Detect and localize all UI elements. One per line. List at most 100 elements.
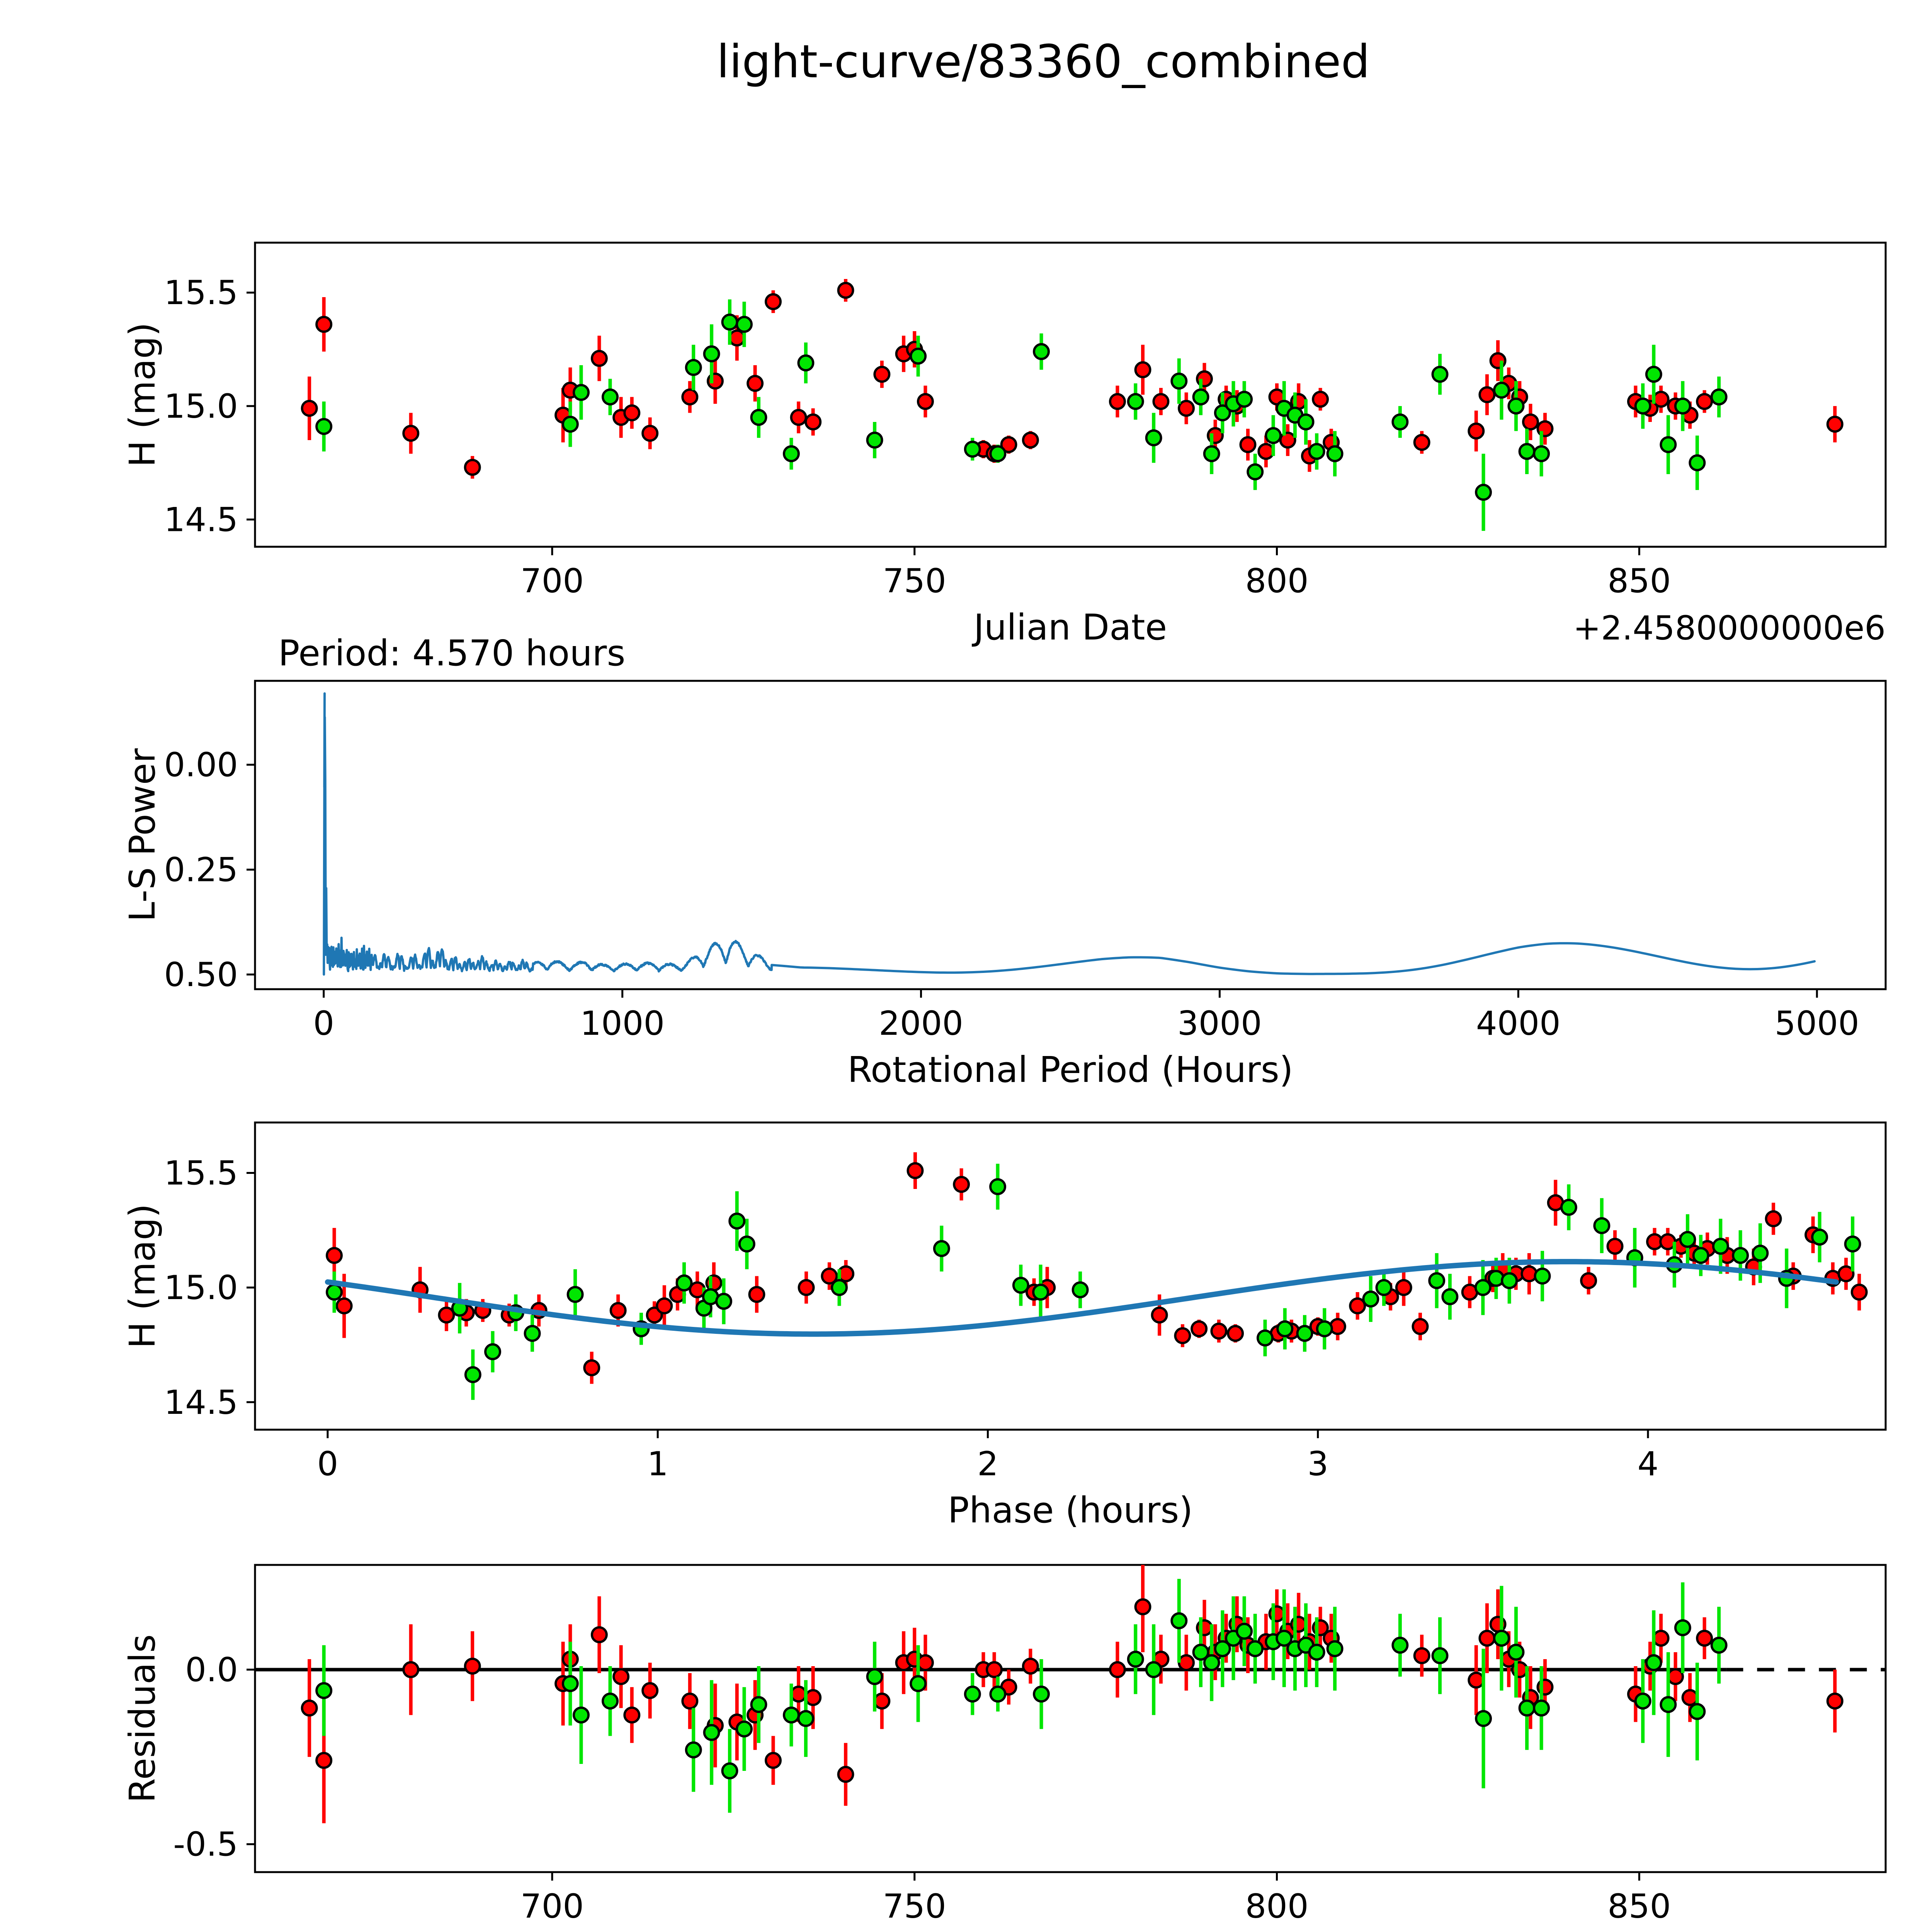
data-point xyxy=(837,282,854,299)
data-point xyxy=(1674,397,1691,415)
x-tick-label: 2000 xyxy=(879,1004,963,1043)
data-point xyxy=(738,1235,755,1253)
y-tick-label: 0.50 xyxy=(164,956,238,994)
data-point xyxy=(1151,1306,1168,1324)
x-tick-label: 0 xyxy=(317,1445,338,1483)
y-axis-label: H (mag) xyxy=(122,322,163,467)
data-point xyxy=(1032,1284,1049,1301)
data-point xyxy=(1441,1288,1459,1305)
data-point xyxy=(1468,1672,1485,1689)
data-point xyxy=(1192,388,1209,406)
data-point xyxy=(1692,1247,1709,1264)
data-point xyxy=(1493,1629,1510,1647)
data-point xyxy=(1826,415,1844,433)
x-tick-label: 750 xyxy=(883,1887,946,1926)
panel-lightcurve: 700 750 800 850 15.5 15.0 14.5 Julian Date H (ma… xyxy=(122,242,1887,648)
data-point xyxy=(933,1240,950,1257)
data-point xyxy=(1667,1668,1684,1685)
data-point xyxy=(1022,431,1039,449)
data-point xyxy=(1652,1629,1670,1647)
data-point xyxy=(609,1302,627,1319)
data-point xyxy=(750,1696,767,1713)
y-tick-label: 15.5 xyxy=(164,274,238,312)
data-point xyxy=(1413,434,1430,451)
data-point xyxy=(821,1267,838,1285)
data-point xyxy=(326,1284,343,1301)
data-point xyxy=(765,1752,782,1769)
data-point xyxy=(837,1766,854,1783)
x-tick-label: 800 xyxy=(1245,1887,1308,1926)
data-point xyxy=(790,409,807,426)
data-point xyxy=(1145,1661,1162,1679)
data-point xyxy=(917,1654,934,1671)
data-point xyxy=(1127,1650,1144,1668)
x-tick-label: 850 xyxy=(1607,562,1671,600)
y-tick-label: 0.0 xyxy=(185,1651,238,1689)
data-point xyxy=(561,415,579,433)
data-point xyxy=(464,1657,481,1675)
y-tick-label: 15.0 xyxy=(164,1269,238,1307)
periodogram-line xyxy=(323,692,1816,976)
data-point xyxy=(623,1706,641,1724)
data-point xyxy=(989,1685,1007,1703)
plot-frame xyxy=(254,1121,1887,1431)
data-point xyxy=(590,1626,608,1643)
data-point xyxy=(1560,1199,1577,1216)
data-point xyxy=(728,1213,746,1230)
data-point xyxy=(1674,1619,1691,1636)
data-point xyxy=(484,1343,502,1361)
data-point xyxy=(1000,436,1017,453)
y-tick-label: 0.25 xyxy=(164,851,238,889)
data-point xyxy=(1533,445,1550,463)
data-point xyxy=(1844,1235,1861,1253)
data-point xyxy=(1634,1692,1651,1710)
data-point xyxy=(1174,1327,1191,1344)
data-point xyxy=(1752,1245,1769,1262)
data-point xyxy=(1134,361,1151,378)
data-point xyxy=(782,1706,800,1724)
data-point xyxy=(1534,1267,1551,1285)
y-tick-label: 0.00 xyxy=(164,746,238,784)
data-point xyxy=(1765,1210,1782,1228)
x-tick-label: 4 xyxy=(1638,1445,1659,1483)
data-point xyxy=(685,1741,702,1759)
x-tick-label: 2 xyxy=(977,1445,998,1483)
data-point xyxy=(728,329,746,347)
data-point xyxy=(797,354,815,372)
data-point xyxy=(798,1279,815,1296)
data-point xyxy=(1391,1636,1409,1654)
data-point xyxy=(1276,1629,1293,1647)
data-point xyxy=(1152,393,1170,410)
data-point xyxy=(964,440,981,458)
data-point xyxy=(1431,1647,1449,1664)
plot-frame xyxy=(254,680,1887,990)
data-point xyxy=(790,1685,807,1703)
data-point xyxy=(866,1668,883,1685)
data-point xyxy=(438,1306,455,1324)
data-point xyxy=(804,413,822,430)
data-point xyxy=(1522,413,1539,430)
data-point xyxy=(1645,366,1662,383)
data-point xyxy=(464,1366,481,1383)
data-point xyxy=(1493,381,1510,399)
data-point xyxy=(1297,413,1315,430)
data-point xyxy=(1428,1272,1446,1289)
y-tick-label: 14.5 xyxy=(164,1383,238,1422)
data-point xyxy=(1349,1297,1366,1315)
data-point xyxy=(1710,1636,1728,1654)
x-tick-label: 750 xyxy=(883,562,946,600)
data-point xyxy=(1012,1277,1029,1294)
data-point xyxy=(1247,463,1264,481)
data-point xyxy=(1431,366,1449,383)
x-tick-label: 5000 xyxy=(1775,1004,1859,1043)
data-point xyxy=(681,388,699,406)
data-point xyxy=(1247,1640,1264,1657)
data-point xyxy=(989,1178,1007,1196)
data-point xyxy=(1362,1290,1379,1308)
data-point xyxy=(1312,391,1329,408)
data-point xyxy=(623,404,641,422)
panel-phase: 0 1 2 3 4 15.5 15.0 14.5 Phase (hours) H (mag) xyxy=(122,1121,1887,1531)
data-point xyxy=(1296,1325,1313,1342)
